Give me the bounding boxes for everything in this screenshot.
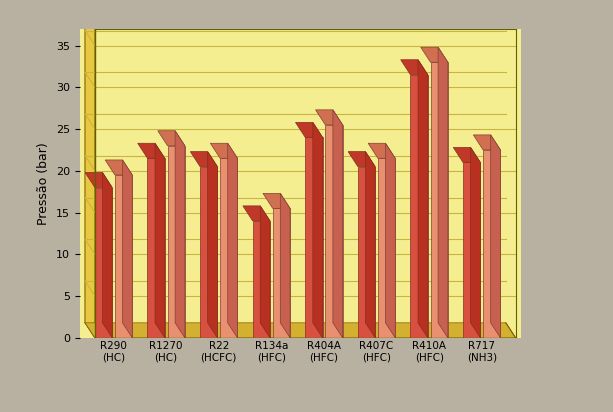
Polygon shape xyxy=(273,208,290,338)
Polygon shape xyxy=(138,143,165,158)
Polygon shape xyxy=(473,135,500,150)
Polygon shape xyxy=(421,47,448,62)
Polygon shape xyxy=(316,110,343,125)
Polygon shape xyxy=(102,173,112,338)
Polygon shape xyxy=(158,131,185,146)
Polygon shape xyxy=(313,122,322,338)
Y-axis label: Pressão (bar): Pressão (bar) xyxy=(37,142,50,225)
Polygon shape xyxy=(365,152,375,338)
Polygon shape xyxy=(200,166,218,338)
Polygon shape xyxy=(85,173,112,187)
Polygon shape xyxy=(105,160,132,175)
Polygon shape xyxy=(483,150,500,338)
Polygon shape xyxy=(220,158,237,338)
Polygon shape xyxy=(418,60,428,338)
Polygon shape xyxy=(263,193,290,208)
Polygon shape xyxy=(85,14,95,338)
Polygon shape xyxy=(386,143,395,338)
Polygon shape xyxy=(85,323,516,338)
Polygon shape xyxy=(378,158,395,338)
Polygon shape xyxy=(401,60,428,75)
Polygon shape xyxy=(95,187,112,338)
Polygon shape xyxy=(243,206,270,221)
Polygon shape xyxy=(227,143,237,338)
Polygon shape xyxy=(253,221,270,338)
Polygon shape xyxy=(326,125,343,338)
Polygon shape xyxy=(295,122,322,138)
Polygon shape xyxy=(261,206,270,338)
Polygon shape xyxy=(167,146,185,338)
Polygon shape xyxy=(358,166,375,338)
Polygon shape xyxy=(368,143,395,158)
Polygon shape xyxy=(463,162,481,338)
Polygon shape xyxy=(175,131,185,338)
Polygon shape xyxy=(85,14,95,338)
Polygon shape xyxy=(411,75,428,338)
Polygon shape xyxy=(210,143,237,158)
Polygon shape xyxy=(430,62,448,338)
Polygon shape xyxy=(348,152,375,166)
Polygon shape xyxy=(115,175,132,338)
Polygon shape xyxy=(490,135,500,338)
Polygon shape xyxy=(123,160,132,338)
Polygon shape xyxy=(148,158,165,338)
Polygon shape xyxy=(453,147,481,162)
Polygon shape xyxy=(438,47,448,338)
Polygon shape xyxy=(471,147,481,338)
Polygon shape xyxy=(190,152,218,166)
Polygon shape xyxy=(333,110,343,338)
Polygon shape xyxy=(208,152,218,338)
Polygon shape xyxy=(305,138,322,338)
Polygon shape xyxy=(155,143,165,338)
Polygon shape xyxy=(280,193,290,338)
